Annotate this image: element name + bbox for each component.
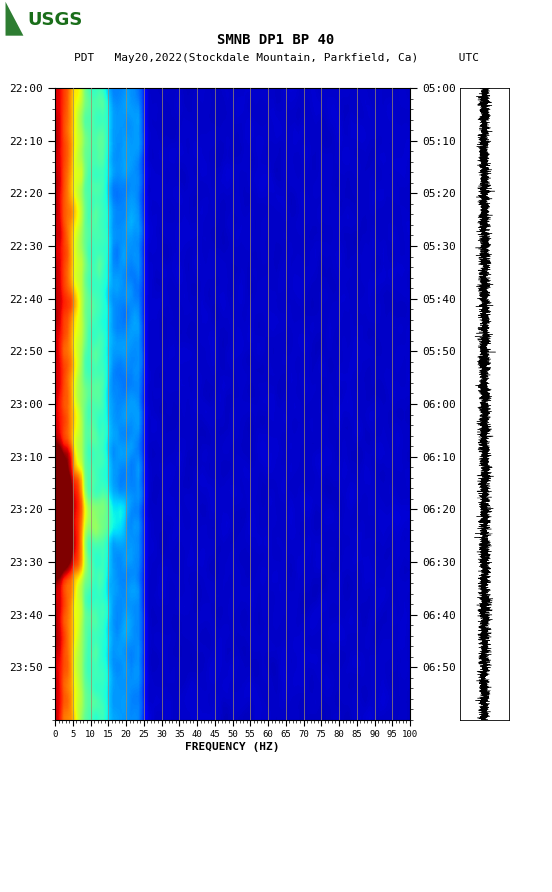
X-axis label: FREQUENCY (HZ): FREQUENCY (HZ) <box>185 742 280 752</box>
Text: SMNB DP1 BP 40: SMNB DP1 BP 40 <box>217 33 335 47</box>
Text: USGS: USGS <box>28 12 83 29</box>
Polygon shape <box>6 2 23 36</box>
Text: PDT   May20,2022(Stockdale Mountain, Parkfield, Ca)      UTC: PDT May20,2022(Stockdale Mountain, Parkf… <box>73 53 479 63</box>
